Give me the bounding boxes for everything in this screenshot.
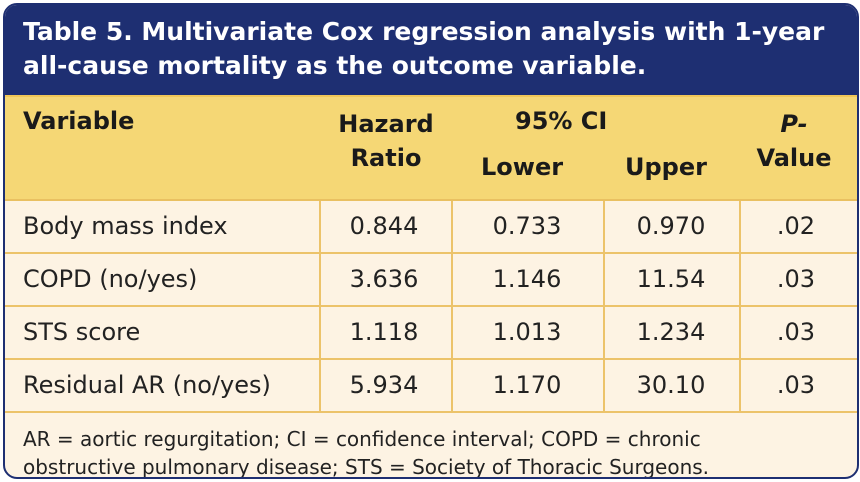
column-divider — [451, 254, 453, 305]
header-hazard-line-1: Hazard — [338, 110, 434, 138]
column-divider — [603, 254, 605, 305]
table-title-line-1: Table 5. Multivariate Cox regression ana… — [23, 17, 825, 46]
table-row: Residual AR (no/yes) 5.934 1.170 30.10 .… — [5, 360, 857, 411]
column-divider — [739, 307, 741, 358]
footnote-line-2: obstructive pulmonary disease; STS = Soc… — [23, 455, 710, 479]
cell-p-value: .03 — [776, 318, 816, 346]
cell-ci-lower: 1.146 — [492, 265, 562, 293]
table-row: STS score 1.118 1.013 1.234 .03 — [5, 307, 857, 360]
cell-hazard-ratio: 5.934 — [349, 371, 419, 399]
cell-ci-upper: 11.54 — [636, 265, 706, 293]
table-row: COPD (no/yes) 3.636 1.146 11.54 .03 — [5, 254, 857, 307]
header-p-letter: P- — [780, 110, 808, 138]
header-hazard-line-2: Ratio — [350, 144, 422, 172]
cell-p-value: .03 — [776, 371, 816, 399]
column-divider — [739, 254, 741, 305]
header-value-word: Value — [756, 144, 832, 172]
table-footnote: AR = aortic regurgitation; CI = confiden… — [5, 411, 857, 479]
column-divider — [319, 360, 321, 411]
cell-variable: STS score — [23, 318, 141, 346]
cell-hazard-ratio: 3.636 — [349, 265, 419, 293]
header-hazard-ratio: Hazard Ratio — [331, 107, 441, 175]
table-row: Body mass index 0.844 0.733 0.970 .02 — [5, 201, 857, 254]
cell-p-value: .03 — [776, 265, 816, 293]
cell-variable: COPD (no/yes) — [23, 265, 198, 293]
table-header: Variable Hazard Ratio 95% CI Lower Upper… — [5, 95, 857, 201]
cell-hazard-ratio: 1.118 — [349, 318, 419, 346]
column-divider — [603, 360, 605, 411]
column-divider — [319, 254, 321, 305]
column-divider — [319, 201, 321, 252]
cell-ci-lower: 1.170 — [492, 371, 562, 399]
cell-hazard-ratio: 0.844 — [349, 212, 419, 240]
column-divider — [739, 201, 741, 252]
cell-ci-upper: 0.970 — [636, 212, 706, 240]
header-lower: Lower — [481, 153, 564, 181]
table-title: Table 5. Multivariate Cox regression ana… — [5, 5, 857, 95]
cell-variable: Residual AR (no/yes) — [23, 371, 271, 399]
table-title-line-2: all-cause mortality as the outcome varia… — [23, 51, 647, 80]
cell-ci-upper: 1.234 — [636, 318, 706, 346]
header-p-value: P- Value — [749, 107, 839, 175]
footnote-line-1: AR = aortic regurgitation; CI = confiden… — [23, 427, 701, 451]
column-divider — [739, 360, 741, 411]
cell-ci-lower: 0.733 — [492, 212, 562, 240]
column-divider — [451, 201, 453, 252]
header-95-ci: 95% CI — [515, 107, 608, 135]
column-divider — [603, 201, 605, 252]
column-divider — [451, 307, 453, 358]
table-card: Table 5. Multivariate Cox regression ana… — [3, 3, 859, 479]
cell-p-value: .02 — [776, 212, 816, 240]
cell-variable: Body mass index — [23, 212, 228, 240]
column-divider — [603, 307, 605, 358]
cell-ci-lower: 1.013 — [492, 318, 562, 346]
column-divider — [451, 360, 453, 411]
cell-ci-upper: 30.10 — [636, 371, 706, 399]
column-divider — [319, 307, 321, 358]
header-upper: Upper — [625, 153, 707, 181]
header-variable: Variable — [23, 107, 135, 135]
